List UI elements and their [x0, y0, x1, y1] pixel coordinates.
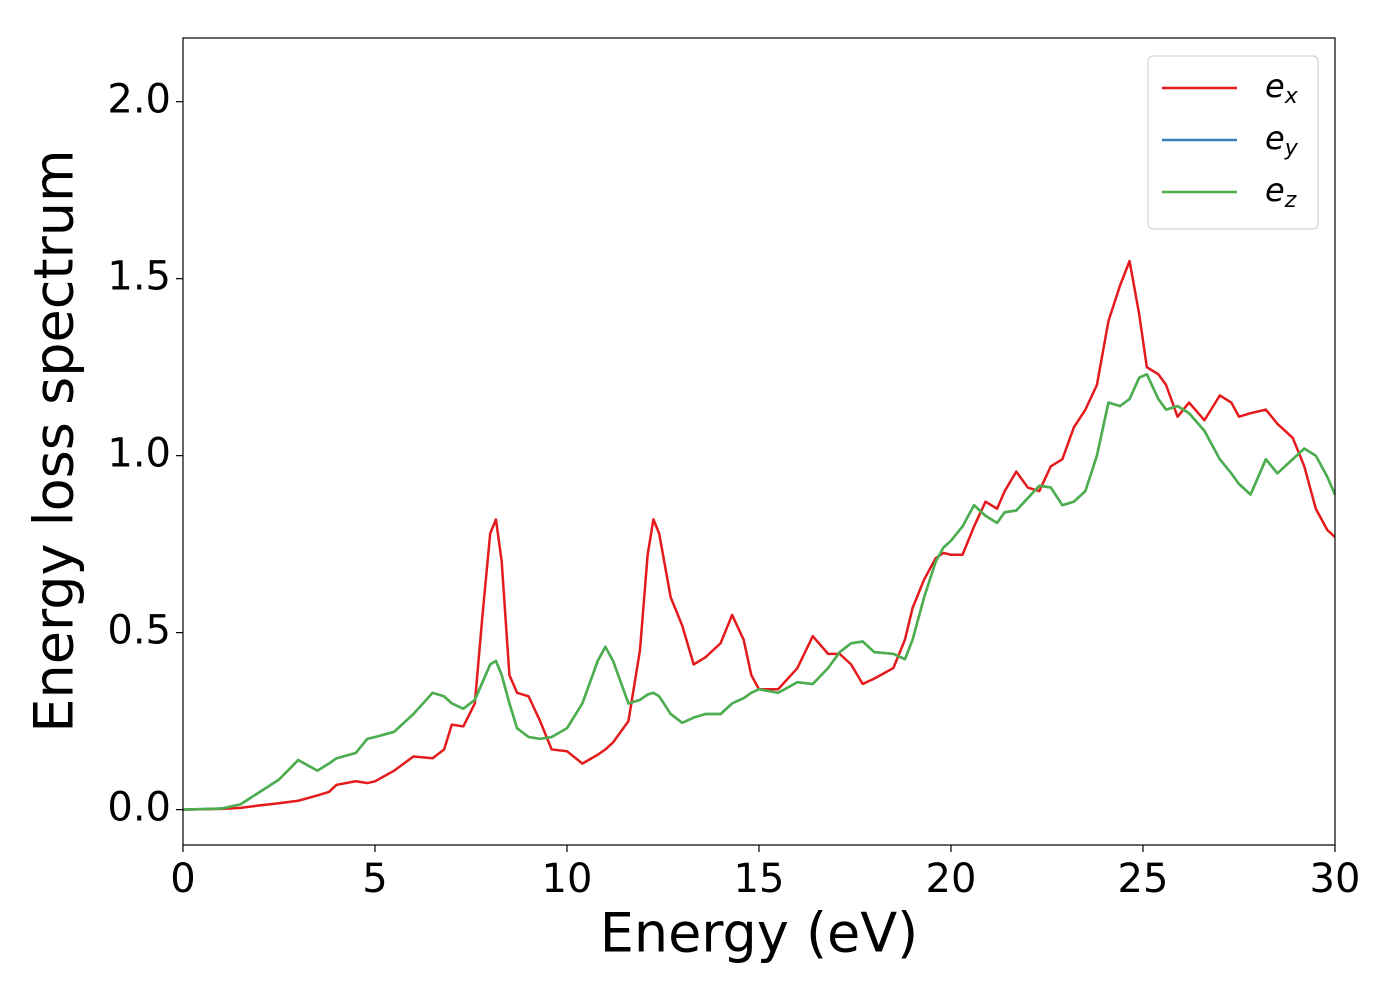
series-line	[183, 259, 1335, 811]
x-tick-label: 0	[170, 856, 195, 902]
y-tick-label: 0.0	[107, 785, 171, 831]
y-tick-label: 1.0	[107, 431, 171, 477]
series-line	[183, 373, 1335, 811]
x-axis-label: Energy (eV)	[600, 902, 919, 965]
series-line	[183, 373, 1335, 811]
x-tick-label: 10	[542, 856, 593, 902]
y-tick-label: 2.0	[107, 77, 171, 123]
legend-label: ex	[1265, 67, 1299, 109]
legend-label: ey	[1265, 119, 1299, 161]
x-tick-label: 5	[362, 856, 387, 902]
legend-label: ez	[1265, 171, 1297, 213]
x-tick-label: 15	[734, 856, 785, 902]
x-tick-label: 25	[1118, 856, 1169, 902]
y-tick-label: 1.5	[107, 254, 171, 300]
legend-box	[1147, 55, 1319, 230]
y-axis-label: Energy loss spectrum	[23, 149, 86, 732]
x-tick-label: 30	[1310, 856, 1361, 902]
x-tick-label: 20	[926, 856, 977, 902]
y-tick-label: 0.5	[107, 608, 171, 654]
plot-frame	[182, 37, 1336, 846]
